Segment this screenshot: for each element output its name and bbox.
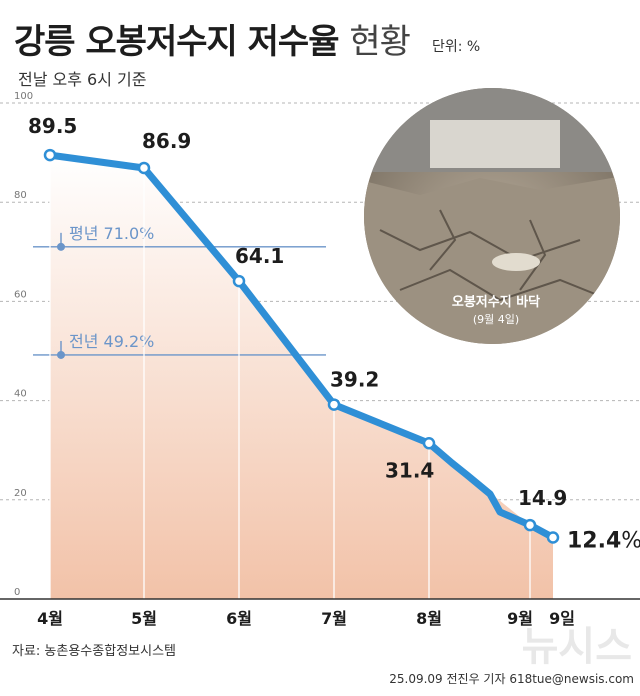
series-line bbox=[46, 151, 557, 541]
x-tick-label: 6월 bbox=[226, 609, 252, 628]
x-tick-label: 9일 bbox=[549, 609, 575, 628]
data-label-unit: % bbox=[621, 528, 640, 553]
reference-marker bbox=[57, 350, 65, 359]
y-tick-label: 20 bbox=[14, 488, 27, 499]
y-tick-label: 100 bbox=[14, 91, 33, 102]
y-tick-label: 80 bbox=[14, 190, 27, 201]
data-point bbox=[327, 398, 341, 411]
data-point bbox=[422, 437, 436, 450]
x-tick-label: 9월 bbox=[507, 609, 533, 628]
reservoir-photo: 오봉저수지 바닥 (9월 4일) bbox=[364, 88, 620, 344]
photo-scene bbox=[364, 88, 620, 344]
data-labels: 89.5 86.9 64.1 39.2 31.4 14.912.4% bbox=[28, 114, 640, 553]
y-tick-label: 60 bbox=[14, 289, 27, 300]
chart-title: 강릉 오봉저수지 저수율 현황 bbox=[14, 14, 411, 63]
photo-spillway bbox=[430, 120, 560, 168]
y-tick-label: 40 bbox=[14, 389, 27, 400]
data-point bbox=[43, 148, 57, 162]
chart-subtitle: 전날 오후 6시 기준 bbox=[18, 70, 147, 89]
data-label: 86.9 bbox=[142, 129, 191, 153]
reference-marker bbox=[57, 242, 65, 251]
photo-cracks bbox=[379, 209, 611, 302]
reference-lines: 평년 71.0% 전년 49.2% bbox=[33, 224, 326, 359]
chart-title-suffix: 현황 bbox=[349, 22, 411, 62]
unit-label: 단위: % bbox=[432, 39, 481, 55]
x-tick-label: 8월 bbox=[416, 609, 442, 628]
data-point bbox=[232, 274, 246, 288]
data-point bbox=[137, 161, 151, 175]
photo-date: (9월 4일) bbox=[473, 312, 519, 326]
data-label: 64.1 bbox=[235, 244, 284, 268]
data-label: 14.9 bbox=[518, 486, 567, 510]
data-point bbox=[523, 518, 537, 532]
data-label: 12.4% bbox=[567, 528, 640, 553]
data-label: 31.4 bbox=[385, 458, 434, 482]
source-note: 자료: 농촌용수종합정보시스템 bbox=[12, 644, 176, 659]
data-markers bbox=[43, 148, 560, 544]
data-label: 89.5 bbox=[28, 114, 77, 138]
y-tick-labels: 100 80 60 40 20 0 bbox=[14, 91, 33, 598]
area-fill bbox=[50, 155, 553, 599]
photo-caption: 오봉저수지 바닥 bbox=[452, 294, 540, 310]
reference-label: 평년 71.0% bbox=[69, 224, 154, 243]
month-droplines bbox=[49, 155, 531, 599]
watermark-logo: 뉴시스 bbox=[522, 624, 632, 670]
photo-shell bbox=[492, 253, 540, 271]
data-point bbox=[546, 531, 560, 544]
x-tick-label: 7월 bbox=[321, 609, 347, 628]
x-tick-label: 5월 bbox=[131, 609, 157, 628]
y-tick-label: 0 bbox=[14, 587, 20, 598]
x-tick-labels: 4월 5월 6월 7월 8월 9월 9일 bbox=[37, 609, 575, 628]
chart-title-main: 강릉 오봉저수지 저수율 bbox=[14, 22, 339, 62]
data-label: 39.2 bbox=[330, 368, 379, 392]
x-tick-label: 4월 bbox=[37, 609, 63, 628]
reference-label: 전년 49.2% bbox=[69, 332, 154, 351]
credit-line: 25.09.09 전진우 기자 618tue@newsis.com bbox=[389, 672, 634, 686]
